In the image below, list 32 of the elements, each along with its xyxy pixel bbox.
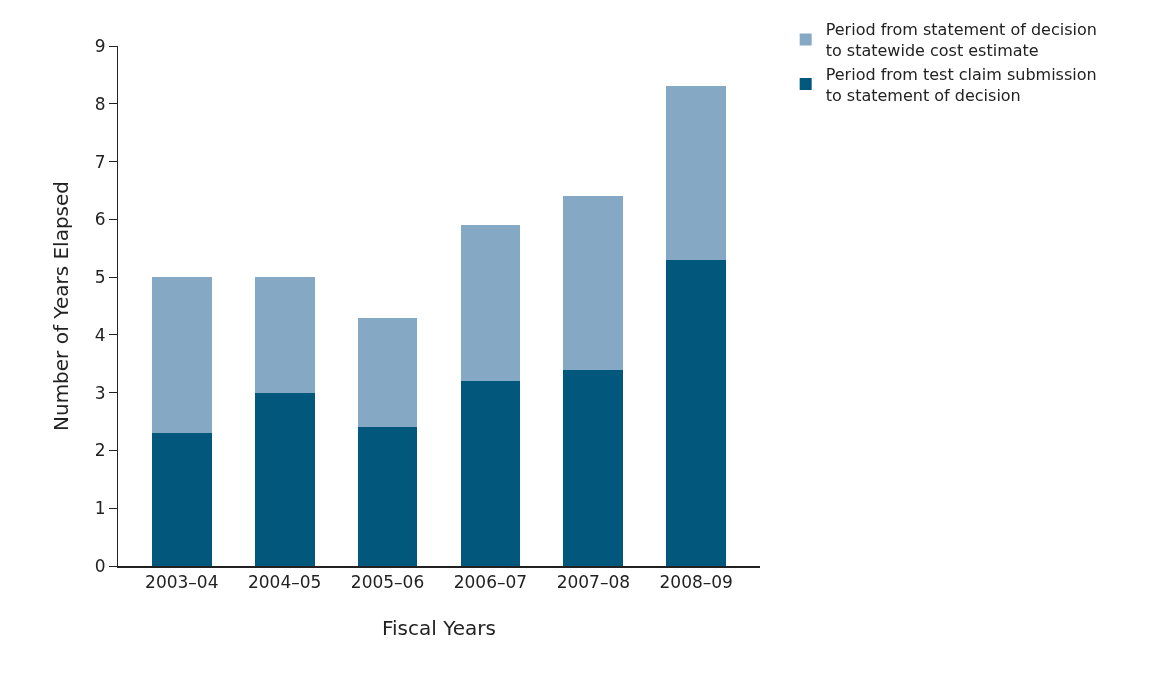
- bar: [563, 369, 624, 566]
- y-tick-label: 8: [94, 93, 106, 114]
- bar: [357, 317, 418, 428]
- x-tick-label: 2006–07: [453, 572, 528, 593]
- y-tick-label: 2: [94, 440, 106, 461]
- bar: [357, 427, 418, 566]
- x-axis-title: Fiscal Years: [382, 616, 496, 641]
- y-tick-label: 9: [94, 35, 106, 56]
- y-tick-label: 1: [94, 498, 106, 519]
- bar: [666, 259, 727, 566]
- legend-label: Period from statement of decision to statewide cost estimate: [825, 20, 1097, 61]
- y-tick-label: 4: [94, 324, 106, 345]
- bar: [460, 225, 521, 382]
- y-tick-label: 6: [94, 209, 106, 230]
- y-tick-label: 5: [94, 267, 106, 288]
- bar: [151, 277, 212, 434]
- y-axis-title: Number of Years Elapsed: [49, 180, 74, 432]
- x-tick-label: 2005–06: [350, 572, 425, 593]
- x-tick-label: 2007–08: [556, 572, 631, 593]
- bar: [563, 196, 624, 370]
- bar: [666, 86, 727, 260]
- y-tick-label: 7: [94, 151, 106, 172]
- x-tick-label: 2004–05: [247, 572, 322, 593]
- bar: [151, 433, 212, 566]
- y-tick-label: 3: [94, 382, 106, 403]
- legend-label: Period from test claim submission to statement of decision: [825, 64, 1097, 105]
- y-tick-label: 0: [94, 555, 106, 576]
- bar: [460, 381, 521, 566]
- bar: [254, 277, 315, 393]
- bar: [254, 392, 315, 566]
- x-tick-label: 2008–09: [659, 572, 733, 593]
- x-tick-label: 2003–04: [145, 572, 219, 593]
